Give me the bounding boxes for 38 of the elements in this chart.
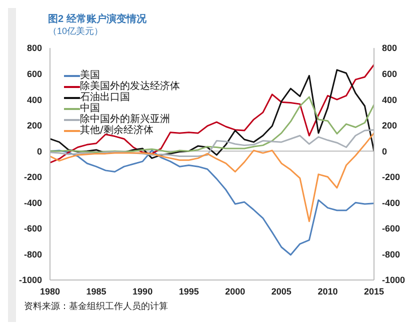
y-tick-label: 200 bbox=[26, 120, 42, 131]
line-series bbox=[50, 150, 374, 256]
x-tick-label: 1985 bbox=[86, 286, 106, 296]
x-tick-label: 1990 bbox=[132, 286, 153, 296]
y2-tick-label: 400 bbox=[382, 94, 398, 105]
legend-label: 除美国外的发达经济体 bbox=[80, 81, 180, 92]
y2-tick-label: 800 bbox=[382, 43, 398, 54]
y2-tick-label: 600 bbox=[382, 68, 398, 79]
legend-label: 石油出口国 bbox=[80, 92, 130, 103]
y2-tick-label: -1000 bbox=[382, 275, 406, 286]
y-tick-label: -600 bbox=[24, 224, 42, 234]
legend-label: 除中国外的新兴亚洲 bbox=[80, 114, 170, 125]
y-tick-label: -400 bbox=[24, 198, 42, 208]
legend-label: 中国 bbox=[80, 103, 100, 114]
y-tick-label: -800 bbox=[24, 249, 42, 260]
y-tick-label: 400 bbox=[26, 94, 42, 105]
chart-subtitle: （10亿美元） bbox=[48, 25, 104, 38]
x-tick-label: 2010 bbox=[318, 286, 338, 296]
x-tick-label: 2005 bbox=[271, 286, 292, 296]
x-tick-label: 1980 bbox=[40, 286, 60, 296]
y-tick-label: -200 bbox=[24, 172, 42, 182]
y-tick-label: 0 bbox=[36, 146, 42, 156]
chart-title: 图2 经常账户演变情况 bbox=[48, 12, 146, 26]
y2-tick-label: 200 bbox=[382, 120, 398, 131]
x-tick-label: 2000 bbox=[225, 286, 246, 296]
y-tick-label: 600 bbox=[26, 68, 42, 79]
text: 资料来源：基金组织工作人员的计算 bbox=[24, 300, 168, 313]
legend-label: 其他/剩余经济体 bbox=[80, 125, 154, 136]
y-tick-label: 800 bbox=[26, 43, 42, 54]
y2-tick-label: -200 bbox=[382, 172, 400, 182]
y2-tick-label: -800 bbox=[382, 249, 400, 260]
y2-tick-label: -600 bbox=[382, 224, 400, 234]
x-tick-label: 2015 bbox=[364, 286, 384, 296]
y2-tick-label: -400 bbox=[382, 198, 400, 208]
y2-tick-label: 0 bbox=[382, 146, 388, 156]
y-tick-label: -1000 bbox=[18, 275, 42, 286]
x-tick-label: 1995 bbox=[178, 286, 199, 296]
legend-label: 美国 bbox=[80, 70, 100, 81]
